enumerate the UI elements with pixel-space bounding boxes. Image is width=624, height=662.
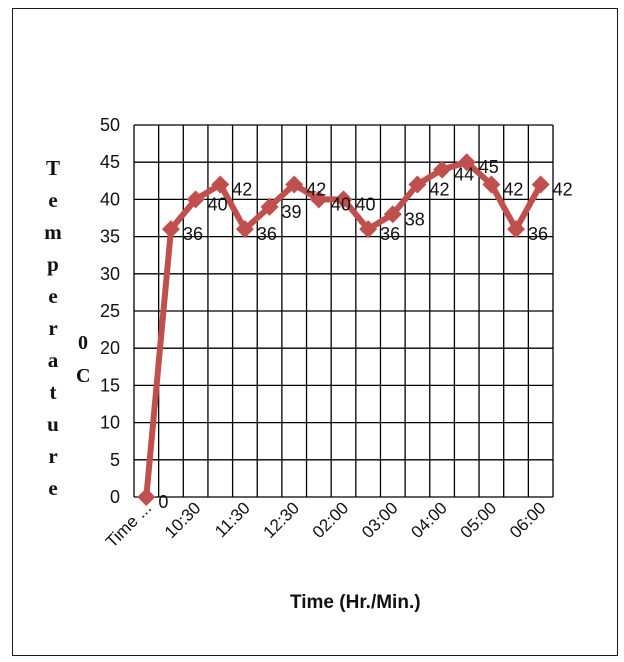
- data-point: [161, 220, 180, 239]
- data-point: [383, 205, 402, 224]
- data-point: [507, 220, 526, 239]
- data-label: 42: [306, 180, 326, 200]
- data-point: [359, 220, 378, 239]
- data-label: 40: [356, 194, 376, 214]
- y-tick-label: 45: [100, 152, 120, 172]
- data-label: 36: [380, 224, 400, 244]
- y-tick-label: 0: [110, 487, 120, 507]
- data-label: 42: [503, 180, 523, 200]
- data-point: [433, 160, 452, 179]
- x-tick-label: 02:00: [309, 498, 353, 542]
- data-label: 39: [282, 202, 302, 222]
- y-axis-title-letter: m: [44, 220, 62, 244]
- chart-frame: [12, 8, 618, 656]
- data-label: 36: [528, 224, 548, 244]
- data-point: [260, 197, 279, 216]
- y-tick-label: 15: [100, 375, 120, 395]
- y-axis-title-letter: e: [48, 188, 58, 212]
- data-point: [531, 175, 550, 194]
- y-tick-label: 30: [100, 264, 120, 284]
- data-point: [309, 190, 328, 209]
- data-label: 36: [183, 224, 203, 244]
- data-point: [186, 190, 205, 209]
- data-point: [482, 175, 501, 194]
- y-tick-label: 50: [100, 115, 120, 135]
- data-label: 36: [257, 224, 277, 244]
- data-label: 42: [429, 180, 449, 200]
- data-label: 40: [331, 194, 351, 214]
- x-tick-label: 06:00: [506, 498, 550, 542]
- data-label: 0: [158, 492, 168, 512]
- data-label: 45: [479, 157, 499, 177]
- y-axis-title-letter: a: [47, 348, 59, 372]
- data-label: 42: [553, 180, 573, 200]
- data-label: 38: [405, 209, 425, 229]
- data-point: [408, 175, 427, 194]
- y-axis-unit: C: [76, 365, 91, 387]
- data-point: [235, 220, 254, 239]
- data-point: [211, 175, 230, 194]
- y-tick-label: 40: [100, 189, 120, 209]
- x-axis-title: Time (Hr./Min.): [290, 592, 421, 613]
- x-tick-label: 12:30: [260, 498, 304, 542]
- y-axis-title-letter: u: [47, 412, 59, 436]
- y-tick-label: 35: [100, 227, 120, 247]
- y-axis-unit-degree: 0: [78, 332, 88, 354]
- data-label: 40: [208, 194, 228, 214]
- y-axis-title-letter: e: [48, 284, 58, 308]
- data-point: [334, 190, 353, 209]
- y-axis-title-letter: r: [48, 316, 58, 340]
- y-axis-title-letter: e: [48, 476, 58, 500]
- data-point: [137, 488, 156, 506]
- x-tick-label: 05:00: [457, 498, 501, 542]
- data-point: [285, 175, 304, 194]
- y-tick-label: 20: [100, 338, 120, 358]
- y-axis-title-letter: t: [49, 380, 57, 404]
- y-axis-title-letter: r: [48, 444, 58, 468]
- y-axis-title-letter: p: [47, 252, 59, 276]
- x-tick-label: 04:00: [407, 498, 451, 542]
- y-tick-label: 25: [100, 301, 120, 321]
- x-tick-label: 11:30: [211, 498, 254, 541]
- x-tick-label: 03:00: [358, 498, 402, 542]
- y-axis-title-letter: T: [45, 156, 60, 180]
- data-label: 42: [232, 180, 252, 200]
- y-tick-label: 5: [110, 450, 120, 470]
- data-label: 44: [454, 165, 474, 185]
- y-tick-label: 10: [100, 413, 120, 433]
- data-point: [457, 153, 476, 172]
